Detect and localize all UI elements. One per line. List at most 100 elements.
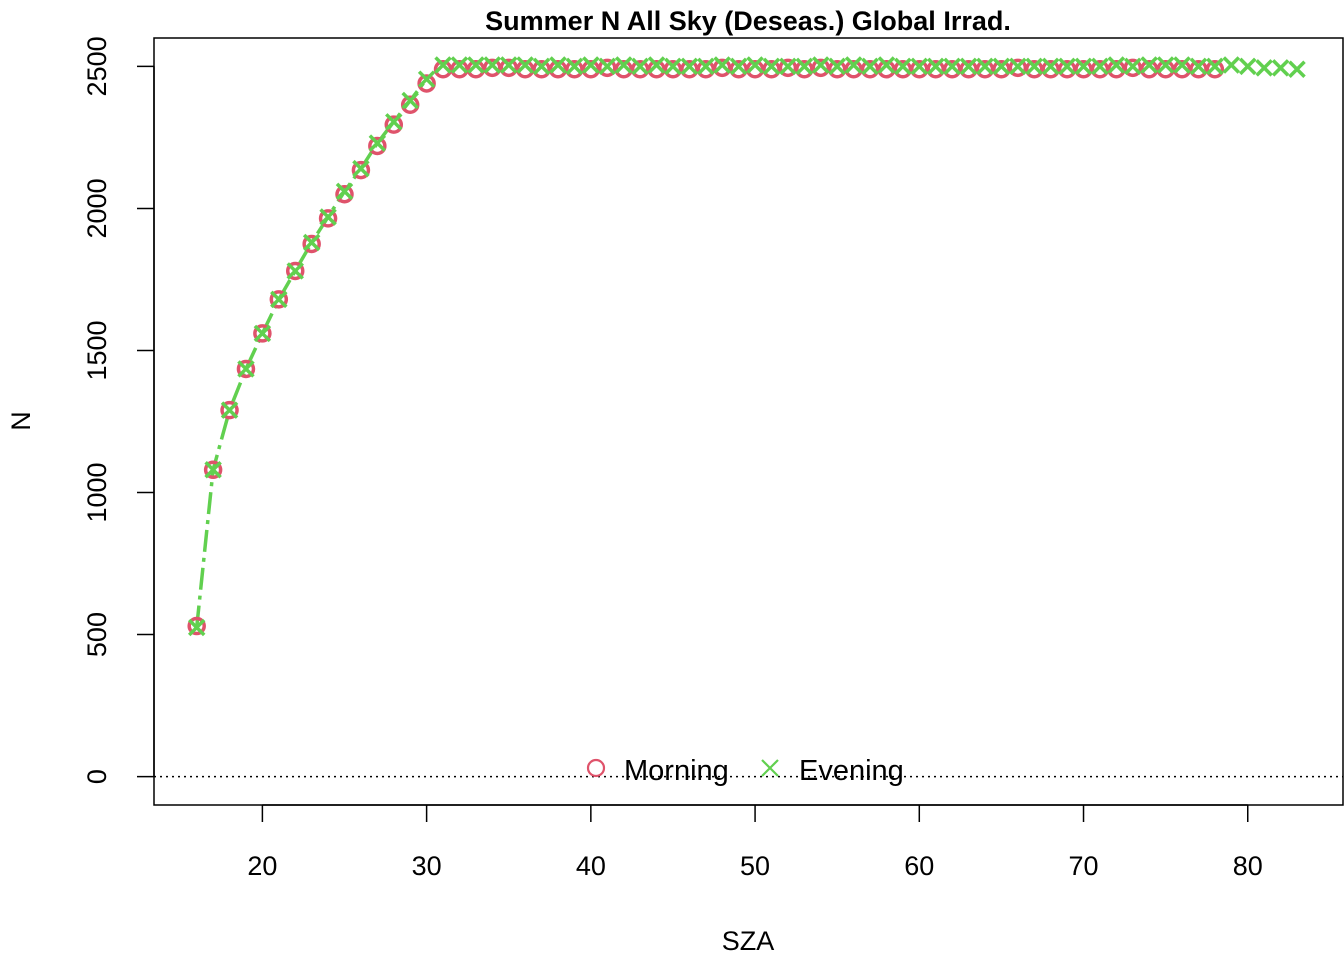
legend-label-evening: Evening [799, 755, 904, 787]
morning-point [351, 160, 371, 180]
x-axis-title: SZA [722, 926, 775, 956]
evening-point [910, 57, 929, 76]
y-tick-label: 2000 [82, 178, 112, 238]
morning-point [417, 74, 436, 93]
evening-point [1074, 57, 1093, 76]
morning-point [384, 115, 404, 134]
legend-marker-evening [761, 759, 779, 777]
x-tick-label: 70 [1068, 851, 1098, 881]
evening-trend-line [194, 78, 429, 628]
evening-point [270, 290, 288, 309]
morning-point [400, 95, 420, 115]
evening-point [812, 56, 830, 74]
evening-point [237, 360, 255, 378]
evening-point [401, 91, 419, 110]
evening-point [385, 113, 403, 131]
morning-point [1205, 59, 1225, 79]
evening-point [598, 57, 617, 76]
evening-point [1156, 56, 1175, 74]
x-axis: 20 30 40 50 60 70 80 [247, 804, 1263, 881]
evening-point [861, 57, 879, 76]
evening-point [631, 57, 649, 76]
evening-point [680, 57, 699, 76]
evening-point [1271, 59, 1290, 77]
evening-point [943, 57, 961, 76]
evening-point [335, 182, 354, 201]
evening-point [516, 56, 534, 74]
evening-point [450, 56, 469, 74]
y-axis-title: N [6, 411, 36, 431]
y-tick-label: 1500 [82, 320, 112, 380]
evening-point [992, 57, 1011, 76]
evening-point [582, 56, 600, 74]
evening-point [729, 57, 748, 76]
evening-point [647, 56, 666, 74]
evening-point [1124, 57, 1142, 76]
legend-label-morning: Morning [624, 755, 729, 787]
evening-point [417, 70, 436, 88]
evening-point [467, 56, 485, 74]
legend-marker-morning [586, 758, 606, 778]
y-tick-label: 2500 [82, 36, 112, 96]
evening-point [926, 57, 945, 76]
legend: Morning Evening [586, 755, 904, 787]
evening-point [697, 57, 715, 76]
y-axis: 0 500 1000 1500 2000 2500 [82, 36, 155, 784]
evening-point [204, 461, 222, 479]
evening-point [1239, 57, 1257, 76]
evening-point [1255, 59, 1273, 77]
x-tick-label: 30 [412, 851, 442, 881]
evening-point [1058, 57, 1076, 76]
y-tick-label: 500 [82, 612, 112, 657]
evening-point [1206, 57, 1224, 76]
x-tick-label: 60 [904, 851, 934, 881]
evening-point [1091, 57, 1109, 76]
evening-point [253, 324, 272, 343]
morning-point [302, 234, 321, 254]
evening-point [1222, 56, 1241, 74]
morning-point [203, 460, 223, 480]
evening-point [483, 56, 502, 74]
x-tick-label: 50 [740, 851, 770, 881]
evening-point [368, 134, 387, 152]
morning-point [368, 136, 387, 156]
morning-point [318, 209, 338, 228]
morning-point [187, 616, 206, 636]
x-tick-label: 80 [1233, 851, 1263, 881]
morning-point [269, 290, 289, 309]
morning-point [335, 184, 354, 204]
evening-point [976, 57, 994, 76]
y-tick-label: 0 [82, 769, 112, 784]
morning-point [285, 261, 305, 281]
morning-point [236, 359, 256, 379]
x-tick-label: 20 [247, 851, 277, 881]
evening-point [1009, 57, 1027, 76]
evening-point [302, 233, 321, 252]
evening-point [877, 56, 896, 74]
morning-point [253, 324, 272, 343]
evening-point [762, 57, 781, 76]
morning-point [220, 400, 239, 420]
evening-point [844, 56, 863, 74]
x-tick-label: 40 [576, 851, 606, 881]
evening-point [1189, 57, 1208, 76]
evening-point [779, 57, 797, 76]
evening-point [614, 56, 633, 74]
evening-point [532, 57, 551, 76]
evening-point [499, 56, 518, 74]
evening-point [713, 56, 731, 74]
evening-point [746, 56, 764, 74]
evening-point [187, 618, 206, 637]
evening-point [565, 57, 584, 76]
evening-point [1288, 60, 1306, 78]
evening-point [352, 159, 370, 178]
evening-point [1140, 56, 1158, 74]
evening-point [664, 57, 682, 76]
evening-point [1041, 57, 1060, 76]
evening-point [828, 57, 846, 76]
evening-point [434, 56, 452, 74]
y-tick-label: 1000 [82, 462, 112, 522]
chart-title: Summer N All Sky (Deseas.) Global Irrad. [485, 6, 1011, 36]
evening-point [959, 57, 978, 76]
series-layer [187, 56, 1306, 637]
